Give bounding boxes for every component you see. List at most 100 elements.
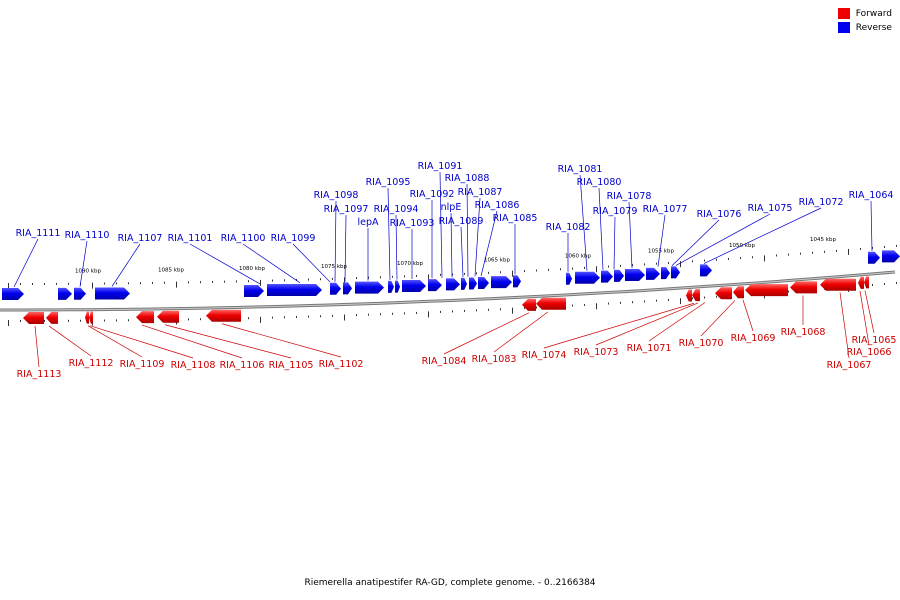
forward-leader-line xyxy=(48,325,92,357)
reverse-leader-line xyxy=(598,187,604,270)
tick-mark-upper xyxy=(344,277,345,284)
reverse-gene-label: RIA_1091 xyxy=(418,161,463,172)
tick-mark-lower xyxy=(896,281,897,284)
reverse-gene-arrow xyxy=(566,272,572,285)
tick-mark-upper xyxy=(644,263,645,266)
tick-mark-upper xyxy=(452,273,453,276)
tick-mark-upper xyxy=(308,278,309,281)
tick-mark-upper xyxy=(596,266,597,273)
tick-mark-lower xyxy=(404,312,405,315)
reverse-leader-line xyxy=(671,219,720,266)
tick-mark-lower xyxy=(128,319,129,322)
tick-mark-upper xyxy=(332,277,333,280)
reverse-gene-label: RIA_1099 xyxy=(271,233,316,244)
reverse-gene-label: RIA_1075 xyxy=(748,203,793,214)
tick-mark-upper xyxy=(872,246,873,249)
tick-mark-lower xyxy=(632,301,633,304)
reverse-gene-label: RIA_1111 xyxy=(16,228,61,239)
forward-gene-arrow xyxy=(157,310,179,323)
forward-gene-arrow xyxy=(89,311,93,324)
tick-mark-lower xyxy=(464,309,465,312)
tick-mark-lower xyxy=(884,282,885,285)
tick-mark-upper xyxy=(476,272,477,275)
reverse-leader-line xyxy=(703,207,822,264)
tick-mark-lower xyxy=(188,318,189,321)
reverse-gene-arrow xyxy=(58,287,72,300)
forward-leader-line xyxy=(164,324,292,359)
tick-mark-upper xyxy=(296,278,297,281)
forward-leader-line xyxy=(87,325,143,358)
forward-gene-label: RIA_1105 xyxy=(269,360,314,371)
tick-mark-lower xyxy=(500,308,501,311)
reverse-leader-line xyxy=(292,243,331,283)
forward-leader-line xyxy=(443,312,530,355)
reverse-gene-label: RIA_1064 xyxy=(849,190,894,201)
tick-mark-upper xyxy=(380,276,381,279)
forward-leader-line xyxy=(700,300,736,337)
tick-mark-upper xyxy=(200,281,201,284)
tick-mark-lower xyxy=(872,283,873,286)
tick-mark-upper xyxy=(320,278,321,281)
tick-mark-lower xyxy=(704,296,705,299)
tick-mark-upper xyxy=(764,255,765,262)
reverse-leader-line xyxy=(480,210,498,277)
tick-mark-lower xyxy=(644,300,645,303)
tick-mark-upper xyxy=(116,282,117,285)
tick-label: 1060 kbp xyxy=(565,253,591,259)
forward-leader-line xyxy=(839,292,850,359)
reverse-gene-label: RIA_1085 xyxy=(493,213,538,224)
reverse-gene-label: RIA_1080 xyxy=(577,177,622,188)
tick-mark-upper xyxy=(680,261,681,268)
tick-mark-lower xyxy=(512,307,513,314)
forward-leader-line xyxy=(543,302,695,349)
forward-gene-label: RIA_1073 xyxy=(574,347,619,358)
figure-caption: Riemerella anatipestifer RA-GD, complete… xyxy=(304,578,596,588)
tick-mark-lower xyxy=(428,311,429,318)
tick-mark-upper xyxy=(260,279,261,286)
tick-mark-lower xyxy=(788,290,789,293)
tick-mark-upper xyxy=(512,270,513,277)
tick-mark-upper xyxy=(428,274,429,281)
tick-mark-lower xyxy=(344,314,345,321)
tick-mark-lower xyxy=(476,309,477,312)
tick-mark-upper xyxy=(176,281,177,288)
tick-mark-upper xyxy=(224,280,225,283)
tick-mark-lower xyxy=(488,308,489,311)
reverse-leader-line xyxy=(79,240,88,287)
reverse-gene-arrow xyxy=(267,283,322,296)
forward-gene-arrow xyxy=(864,276,869,289)
reverse-leader-line xyxy=(387,187,391,280)
reverse-gene-arrow xyxy=(330,282,341,295)
reverse-gene-arrow xyxy=(625,268,645,281)
reverse-gene-arrow xyxy=(882,250,900,263)
reverse-gene-arrow xyxy=(355,281,384,294)
tick-mark-upper xyxy=(392,275,393,278)
tick-label: 1055 kbp xyxy=(648,248,674,254)
reverse-gene-arrow xyxy=(343,282,352,295)
tick-mark-upper xyxy=(92,282,93,289)
reverse-gene-label: RIA_1093 xyxy=(390,218,435,229)
legend-item-forward: Forward xyxy=(837,8,892,19)
tick-mark-upper xyxy=(248,280,249,283)
tick-mark-upper xyxy=(272,279,273,282)
reverse-gene-label: RIA_1077 xyxy=(643,204,688,215)
legend-label-forward: Forward xyxy=(855,8,892,19)
reverse-gene-arrow xyxy=(446,278,460,291)
tick-mark-upper xyxy=(788,253,789,256)
tick-mark-upper xyxy=(860,247,861,250)
reverse-leader-line xyxy=(242,243,301,284)
tick-mark-lower xyxy=(308,315,309,318)
forward-gene-arrow xyxy=(686,289,692,302)
tick-mark-lower xyxy=(596,303,597,310)
forward-gene-arrow xyxy=(85,311,89,324)
reverse-leader-line xyxy=(13,238,39,288)
forward-gene-arrow xyxy=(522,298,536,311)
reverse-leader-line xyxy=(579,174,588,271)
tick-mark-upper xyxy=(548,268,549,271)
reverse-gene-label: RIA_1107 xyxy=(118,233,163,244)
tick-mark-upper xyxy=(524,270,525,273)
tick-mark-upper xyxy=(68,282,69,285)
reverse-gene-arrow xyxy=(575,271,600,284)
forward-leader-line xyxy=(221,323,342,358)
